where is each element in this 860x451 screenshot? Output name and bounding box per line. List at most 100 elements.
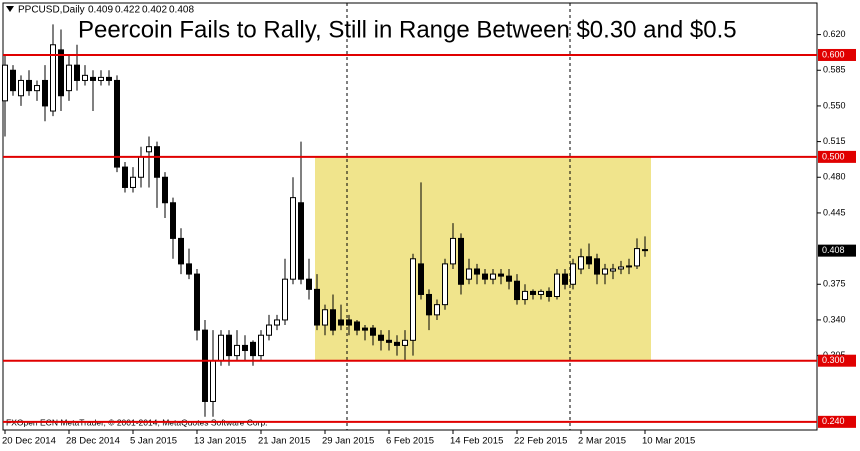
x-tick-label: 10 Mar 2015 xyxy=(642,436,695,447)
candle-body xyxy=(138,156,144,178)
candle-body xyxy=(290,197,296,280)
level-label: 0.240 xyxy=(822,416,845,426)
candle-body xyxy=(442,263,448,306)
candle-body xyxy=(554,273,560,297)
x-tick-label: 29 Jan 2015 xyxy=(322,436,374,447)
candle-body xyxy=(578,256,584,270)
candle-body xyxy=(530,290,536,295)
ohlc-close: 0.408 xyxy=(169,5,194,16)
level-label: 0.300 xyxy=(822,355,845,365)
candle-body xyxy=(450,237,456,265)
candle-body xyxy=(378,334,384,341)
candle-body xyxy=(466,268,472,280)
ohlc-open: 0.409 xyxy=(88,5,113,16)
candle-body xyxy=(210,360,216,402)
x-tick-label: 2 Mar 2015 xyxy=(578,436,626,447)
candle-body xyxy=(186,263,192,275)
ohlc-high: 0.422 xyxy=(115,5,140,16)
candle-body xyxy=(82,74,88,81)
candle-body xyxy=(402,339,408,346)
candle-body xyxy=(346,319,352,326)
y-tick-label: 0.585 xyxy=(823,65,846,75)
candle-body xyxy=(34,85,40,92)
candle-body xyxy=(98,76,104,81)
candle-body xyxy=(642,249,648,252)
x-tick-label: 5 Jan 2015 xyxy=(130,436,177,447)
candle-body xyxy=(2,64,8,102)
candle-body xyxy=(314,288,320,326)
x-tick-label: 20 Dec 2014 xyxy=(2,436,56,447)
level-label-box xyxy=(818,150,856,163)
symbol-icon xyxy=(6,6,14,12)
candle-body xyxy=(226,334,232,357)
candle-body xyxy=(626,265,632,268)
candle-body xyxy=(594,258,600,275)
y-tick-label: 0.550 xyxy=(823,100,846,110)
level-label-box xyxy=(818,48,856,61)
candle-body xyxy=(330,309,336,331)
candle-body xyxy=(258,334,264,357)
y-tick-label: 0.480 xyxy=(823,172,846,182)
candle-body xyxy=(322,309,328,326)
x-tick-label: 6 Feb 2015 xyxy=(386,436,434,447)
candle-body xyxy=(522,290,528,301)
candle-body xyxy=(154,146,160,178)
x-tick-label: 21 Jan 2015 xyxy=(258,436,310,447)
candle-body xyxy=(282,278,288,321)
candle-body xyxy=(202,329,208,402)
x-tick-label: 28 Dec 2014 xyxy=(66,436,120,447)
candle-body xyxy=(426,293,432,316)
candle-body xyxy=(610,268,616,272)
candle-body xyxy=(146,146,152,153)
candle-body xyxy=(394,341,400,346)
candle-body xyxy=(458,237,464,285)
candle-body xyxy=(546,290,552,297)
candle-body xyxy=(618,266,624,270)
candle-body xyxy=(266,324,272,336)
candle-body xyxy=(234,344,240,357)
candle-body xyxy=(170,202,176,239)
chart-title: Peercoin Fails to Rally, Still in Range … xyxy=(78,16,737,43)
candle-body xyxy=(354,321,360,331)
candle-body xyxy=(410,258,416,341)
candle-body xyxy=(538,290,544,295)
price-label: 0.408 xyxy=(822,245,845,255)
candle-body xyxy=(122,166,128,188)
candle-body xyxy=(362,327,368,331)
ohlc-low: 0.402 xyxy=(142,5,167,16)
candle-body xyxy=(106,76,112,81)
level-label-box xyxy=(818,354,856,367)
y-tick-label: 0.620 xyxy=(823,29,846,39)
y-tick-label: 0.445 xyxy=(823,207,846,217)
candle-body xyxy=(250,341,256,357)
candle-body xyxy=(482,273,488,280)
candle-body xyxy=(74,64,80,81)
candle-body xyxy=(338,319,344,326)
candle-body xyxy=(18,79,24,97)
x-tick-label: 14 Feb 2015 xyxy=(450,436,503,447)
level-label-box xyxy=(818,415,856,428)
y-tick-label: 0.340 xyxy=(823,314,846,324)
candle-body xyxy=(506,275,512,282)
level-label: 0.500 xyxy=(822,151,845,161)
candle-body xyxy=(42,79,48,107)
candle-body xyxy=(10,69,16,92)
candle-body xyxy=(298,202,304,280)
candle-body xyxy=(498,273,504,277)
candle-body xyxy=(58,49,64,97)
candle-body xyxy=(514,280,520,301)
candle-body xyxy=(90,76,96,81)
x-tick-label: 13 Jan 2015 xyxy=(194,436,246,447)
candle-body xyxy=(386,339,392,343)
candle-body xyxy=(162,176,168,204)
symbol: PPCUSD,Daily xyxy=(18,5,85,16)
candle-body xyxy=(306,278,312,290)
x-tick-label: 22 Feb 2015 xyxy=(514,436,567,447)
price-label-box xyxy=(818,244,856,257)
candle-body xyxy=(602,268,608,275)
y-tick-label: 0.375 xyxy=(823,279,846,289)
candle-body xyxy=(26,79,32,92)
y-tick-label: 0.515 xyxy=(823,136,846,146)
candle-body xyxy=(274,319,280,326)
